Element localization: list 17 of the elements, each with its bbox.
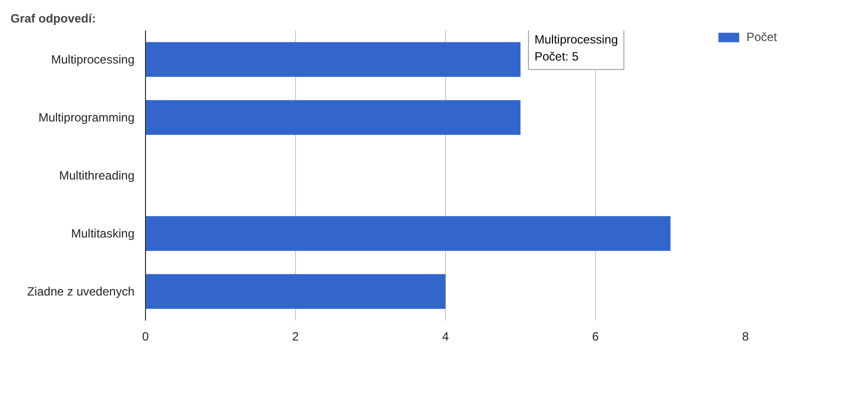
bar <box>146 42 520 77</box>
y-tick-label: Ziadne z uvedenych <box>27 284 135 298</box>
y-tick-label: Multitasking <box>71 226 134 240</box>
y-tick-label: Multiprogramming <box>38 110 134 124</box>
y-tick-label: Multithreading <box>59 168 134 182</box>
x-tick-label: 4 <box>442 330 450 344</box>
x-tick-label: 6 <box>592 330 600 344</box>
x-tick-label: 0 <box>142 330 150 344</box>
x-tick-label: 8 <box>742 330 750 344</box>
bar <box>146 100 520 135</box>
y-tick-label: Multiprocessing <box>51 52 135 66</box>
x-tick-label: 2 <box>292 330 300 344</box>
bar <box>146 216 670 251</box>
chart-title: Graf odpovedí: <box>10 12 96 26</box>
bar <box>146 274 446 309</box>
annotation: Multiprocessing Počet: 5 <box>534 32 618 64</box>
legend-label: Počet <box>746 30 777 44</box>
